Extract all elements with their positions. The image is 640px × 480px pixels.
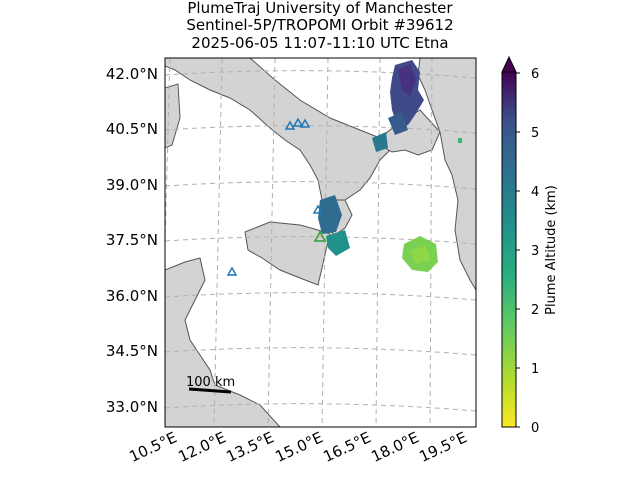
colorbar-tick: 3 <box>531 244 539 259</box>
colorbar-tick: 4 <box>531 185 539 200</box>
volcano-marker-icon <box>299 118 311 128</box>
colorbar-gradient <box>501 71 517 428</box>
lon-label: 18.0°E <box>368 428 421 466</box>
title-line-1: PlumeTraj University of Manchester <box>187 0 453 17</box>
lat-label: 33.0°N <box>106 398 158 416</box>
lat-label: 36.0°N <box>106 287 158 305</box>
colorbar-extend-arrow-icon <box>501 55 517 73</box>
volcano-marker-icon <box>292 117 304 127</box>
volcano-marker-icon <box>284 120 296 130</box>
map-frame <box>164 57 477 428</box>
lat-label: 34.5°N <box>106 342 158 360</box>
scale-bar-label: 100 km <box>186 375 235 390</box>
lon-label: 16.5°E <box>320 428 373 466</box>
lat-label: 39.0°N <box>106 176 158 194</box>
lon-label: 12.0°E <box>175 428 228 466</box>
lat-label: 42.0°N <box>106 65 158 83</box>
plume-pixels <box>318 60 462 272</box>
volcano-marker-icon <box>226 266 238 276</box>
colorbar-tick: 1 <box>531 362 539 377</box>
colorbar-tick: 5 <box>531 126 539 141</box>
title-line-3: 2025-06-05 11:07-11:10 UTC Etna <box>191 34 449 52</box>
lon-label: 10.5°E <box>126 428 179 466</box>
colorbar-tick: 0 <box>531 421 539 436</box>
lat-label: 40.5°N <box>106 120 158 138</box>
lon-label: 13.5°E <box>223 428 276 466</box>
latitude-labels: 42.0°N 40.5°N 39.0°N 37.5°N 36.0°N 34.5°… <box>106 65 158 416</box>
colorbar-title: Plume Altitude (km) <box>544 185 559 315</box>
volcano-marker-icon <box>312 204 324 214</box>
colorbar-tick: 6 <box>531 67 539 82</box>
colorbar: 0 1 2 3 4 5 6 Plume Altitude (km) <box>501 55 559 436</box>
scale-bar <box>188 387 232 394</box>
lat-label: 37.5°N <box>106 231 158 249</box>
etna-marker-icon <box>313 230 327 242</box>
gridlines <box>165 58 476 427</box>
volcano-markers <box>226 117 327 276</box>
lon-label: 19.5°E <box>416 428 469 466</box>
colorbar-tick: 2 <box>531 303 539 318</box>
longitude-labels: 10.5°E 12.0°E 13.5°E 15.0°E 16.5°E 18.0°… <box>126 428 469 466</box>
lon-label: 15.0°E <box>272 428 325 466</box>
land-masses <box>165 58 476 427</box>
title-line-2: Sentinel-5P/TROPOMI Orbit #39612 <box>186 16 454 34</box>
